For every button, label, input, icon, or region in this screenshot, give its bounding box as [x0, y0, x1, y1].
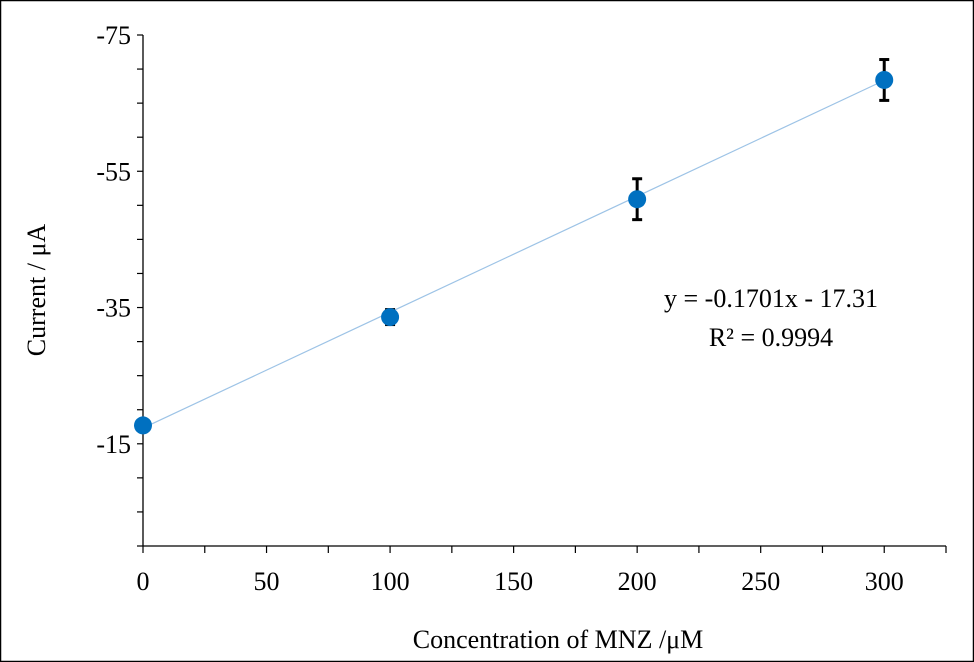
y-tick-label: -75	[96, 21, 131, 50]
data-point	[134, 416, 152, 435]
x-tick-label: 50	[254, 567, 280, 596]
x-tick-label: 300	[865, 567, 904, 596]
y-tick-label: -15	[96, 430, 131, 459]
plot-area: -75 -55 -35 -15 0 50 100 150 200 250 300	[96, 21, 947, 596]
x-tick-label: 250	[741, 567, 780, 596]
data-point	[875, 70, 894, 89]
y-tick-label: -55	[96, 157, 131, 186]
trendline	[142, 79, 885, 429]
x-tick-label: 200	[618, 567, 657, 596]
x-axis-title: Concentration of MNZ /μM	[413, 625, 704, 654]
x-tick-label: 150	[494, 567, 533, 596]
data-point	[381, 308, 400, 327]
y-tick-label: -35	[96, 294, 131, 323]
x-tick-label: 100	[371, 567, 410, 596]
y-axis-title: Current / μA	[22, 224, 51, 357]
data-point	[628, 190, 647, 209]
x-tick-label: 0	[137, 567, 150, 596]
trendline-equation: y = -0.1701x - 17.31	[664, 284, 878, 313]
r-squared-label: R² = 0.9994	[709, 323, 833, 352]
